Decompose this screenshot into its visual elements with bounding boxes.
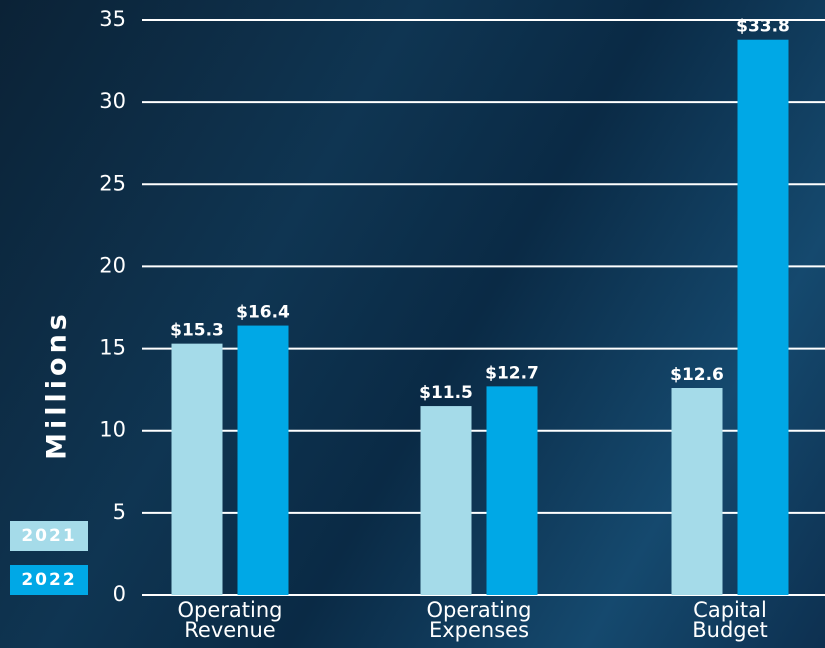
y-tick-label: 25 bbox=[99, 171, 126, 195]
bar bbox=[420, 406, 472, 595]
x-tick-label: Capital Budget bbox=[692, 598, 768, 642]
y-tick-label: 20 bbox=[99, 253, 126, 277]
y-tick-label: 35 bbox=[99, 7, 126, 31]
y-tick-label: 10 bbox=[99, 418, 126, 442]
y-tick-label: 5 bbox=[113, 500, 126, 524]
bar bbox=[671, 388, 723, 595]
x-tick-label: Operating Revenue bbox=[177, 598, 283, 642]
value-label: $16.4 bbox=[236, 303, 290, 323]
y-tick-label: 0 bbox=[113, 582, 126, 606]
value-label: $15.3 bbox=[170, 321, 224, 341]
bar bbox=[171, 343, 223, 595]
bar bbox=[486, 386, 538, 595]
legend-entry: 2021 bbox=[10, 521, 88, 551]
y-tick-label: 30 bbox=[99, 89, 126, 113]
value-label: $12.6 bbox=[670, 365, 724, 385]
y-axis-label: Millions bbox=[42, 310, 73, 460]
value-label: $12.7 bbox=[485, 363, 539, 383]
bar bbox=[237, 325, 289, 595]
value-label: $11.5 bbox=[419, 383, 473, 403]
y-tick-label: 15 bbox=[99, 336, 126, 360]
value-label: $33.8 bbox=[736, 17, 790, 37]
x-tick-label: Operating Expenses bbox=[426, 598, 532, 642]
legend-entry: 2022 bbox=[10, 565, 88, 595]
bar bbox=[737, 39, 789, 595]
